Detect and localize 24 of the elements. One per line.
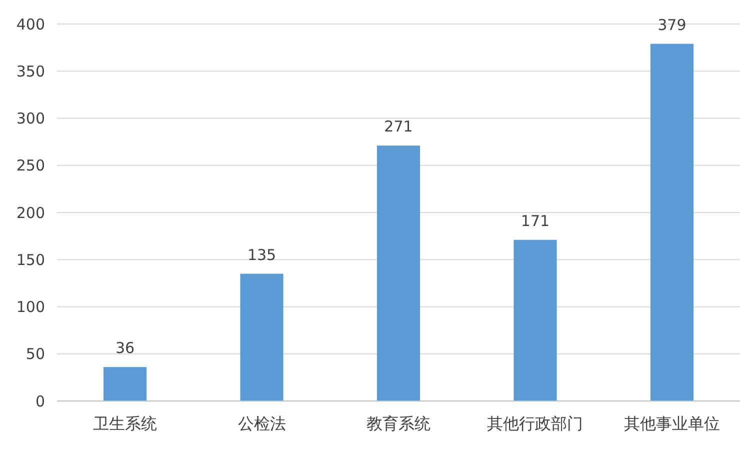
y-tick-label: 50 xyxy=(26,345,45,364)
x-tick-label: 其他行政部门 xyxy=(487,414,584,433)
bar xyxy=(376,146,420,401)
y-tick-label: 250 xyxy=(16,156,45,175)
data-label: 171 xyxy=(520,212,550,230)
x-tick-label: 其他事业单位 xyxy=(624,414,720,433)
y-tick-label: 400 xyxy=(16,15,45,34)
y-tick-label: 350 xyxy=(16,62,45,80)
y-tick-label: 100 xyxy=(16,298,45,316)
bar xyxy=(650,44,694,401)
bar xyxy=(240,274,284,401)
y-tick-label: 300 xyxy=(16,110,45,128)
bar xyxy=(103,367,147,401)
x-tick-label: 教育系统 xyxy=(366,414,430,433)
data-label: 135 xyxy=(247,246,276,264)
data-label: 379 xyxy=(658,16,686,34)
y-tick-label: 0 xyxy=(35,392,45,410)
x-tick-label: 卫生系统 xyxy=(93,414,158,433)
bar xyxy=(514,240,557,401)
data-label: 271 xyxy=(384,118,413,136)
data-label: 36 xyxy=(115,339,135,358)
y-tick-label: 200 xyxy=(16,204,45,222)
x-tick-label: 公检法 xyxy=(238,414,286,433)
y-tick-label: 150 xyxy=(16,250,45,269)
